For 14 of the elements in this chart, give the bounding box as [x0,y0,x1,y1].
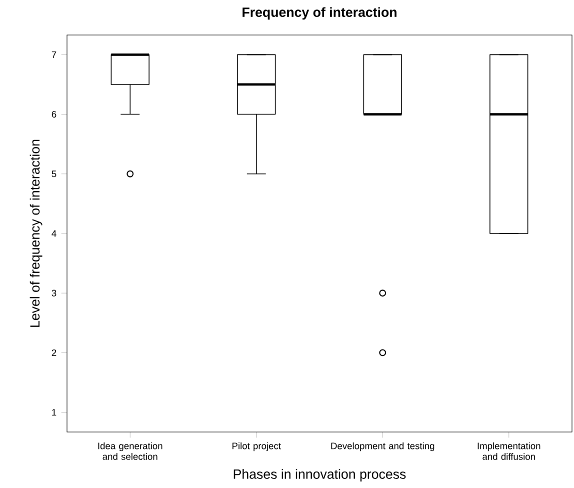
x-tick-label: Development and testing [331,442,434,452]
x-tick-label: Pilot project [232,442,281,452]
y-tick-label: 2 [52,349,56,356]
y-axis-title: Level of frequency of interaction [30,140,42,327]
y-tick-label: 4 [52,230,56,237]
x-axis-title: Phases in innovation process [234,469,406,482]
x-tick-label: Implementation and diffusion [478,442,540,460]
y-tick-label: 5 [52,170,56,178]
y-tick-label: 1 [52,409,56,416]
y-tick-label: 6 [52,110,56,118]
y-tick-label: 7 [52,51,56,58]
chart-title: Frequency of interaction [242,7,396,20]
x-tick-label: Idea generation and selection [98,442,162,460]
y-tick-label: 3 [52,290,56,296]
